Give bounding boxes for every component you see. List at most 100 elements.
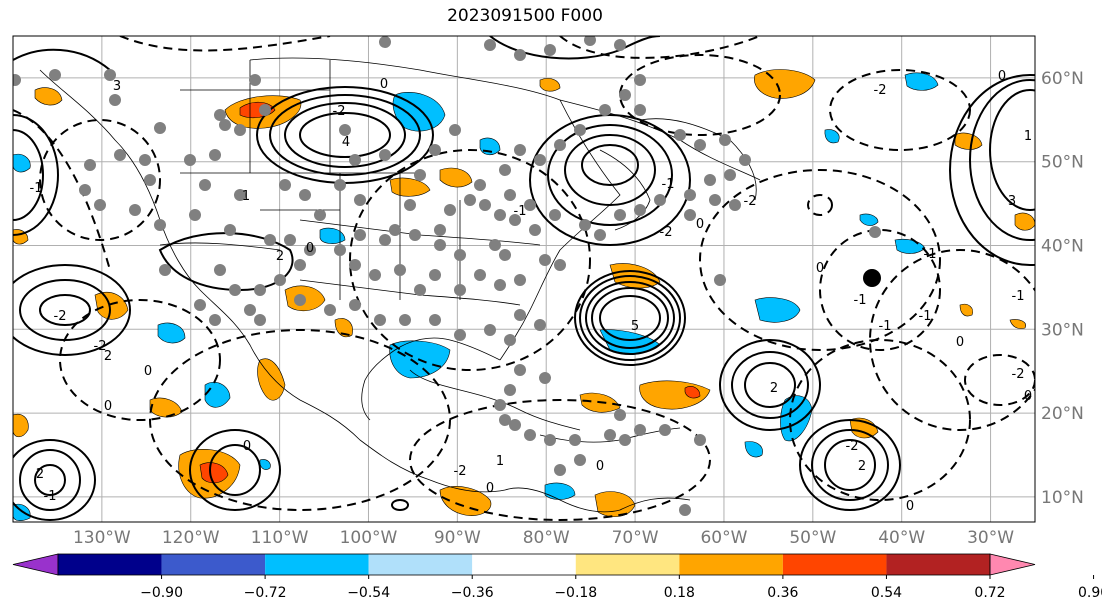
station-marker [414, 284, 426, 296]
station-marker [529, 224, 541, 236]
colorbar-segment [782, 554, 887, 575]
lon-tick-label: 110°W [251, 528, 309, 548]
contour-label: 1 [242, 189, 250, 204]
station-marker [709, 194, 721, 206]
station-marker [539, 372, 551, 384]
station-marker [434, 224, 446, 236]
lon-tick-label: 40°W [878, 528, 925, 548]
colorbar-tick-label: −0.54 [347, 585, 390, 601]
station-marker [514, 49, 526, 61]
station-marker [224, 224, 236, 236]
lon-tick-label: 80°W [523, 528, 570, 548]
station-marker [154, 219, 166, 231]
station-marker [184, 154, 196, 166]
colorbar-tick-labels: −0.90 −0.72 −0.54 −0.36 −0.18 0.18 0.36 0.54 0.7… [140, 575, 1102, 601]
map-title: 2023091500 F000 [447, 6, 603, 26]
station-marker [724, 169, 736, 181]
station-marker [139, 154, 151, 166]
contour-label: -2 [1012, 367, 1025, 382]
station-marker [549, 209, 561, 221]
station-marker [499, 164, 511, 176]
station-marker [109, 94, 121, 106]
contour-label: 2 [276, 249, 284, 264]
station-marker [719, 134, 731, 146]
contour-label: 0 [596, 459, 604, 474]
station-marker [614, 409, 626, 421]
colorbar [12, 553, 1036, 576]
station-marker [729, 199, 741, 211]
station-marker [429, 269, 441, 281]
station-marker [444, 204, 456, 216]
station-marker [569, 434, 581, 446]
station-marker [414, 169, 426, 181]
station-marker [199, 179, 211, 191]
contour-label: -2 [454, 464, 467, 479]
lon-tick-label: 120°W [162, 528, 220, 548]
station-marker [79, 184, 91, 196]
station-marker [449, 124, 461, 136]
station-marker [594, 229, 606, 241]
station-marker [634, 204, 646, 216]
station-marker [104, 69, 116, 81]
station-marker [524, 429, 536, 441]
contour-label: 2 [858, 459, 866, 474]
station-marker [379, 234, 391, 246]
station-marker [574, 454, 586, 466]
contour-label: 1 [496, 454, 504, 469]
station-marker [354, 229, 366, 241]
lon-tick-label: 30°W [967, 528, 1014, 548]
colorbar-tick-label: 0.54 [871, 585, 902, 601]
station-marker [509, 419, 521, 431]
station-marker [504, 334, 516, 346]
contour-label: 4 [342, 135, 350, 150]
station-marker [284, 234, 296, 246]
station-marker [334, 179, 346, 191]
station-marker [619, 434, 631, 446]
station-marker [244, 304, 256, 316]
lon-tick-label: 90°W [434, 528, 481, 548]
contour-label: 2 [36, 467, 44, 482]
colorbar-segment [161, 554, 266, 575]
station-marker [614, 39, 626, 51]
station-marker [869, 226, 881, 238]
colorbar-tick-label: −0.36 [451, 585, 494, 601]
colorbar-extend-high [989, 553, 1036, 576]
station-marker [254, 314, 266, 326]
station-marker [409, 229, 421, 241]
contour-label: -1 [879, 319, 892, 334]
station-marker [479, 199, 491, 211]
contour-label: 0 [956, 335, 964, 350]
colorbar-segment [575, 554, 680, 575]
contour-label: -2 [846, 439, 859, 454]
station-marker [349, 259, 361, 271]
station-marker [474, 269, 486, 281]
contour-label: 3 [113, 79, 121, 94]
contour-label: -2 [874, 83, 887, 98]
station-marker [334, 244, 346, 256]
station-marker [554, 139, 566, 151]
contour-label: -1 [1012, 289, 1025, 304]
contour-lines [13, 36, 1035, 521]
contour-label: -1 [44, 489, 57, 504]
station-marker [494, 399, 506, 411]
colorbar-tick-label: 0.90 [1078, 585, 1102, 601]
highlight-marker [863, 269, 881, 287]
station-marker [429, 314, 441, 326]
station-marker [84, 159, 96, 171]
station-marker [694, 139, 706, 151]
station-marker [379, 36, 391, 48]
lat-tick-label: 60°N [1041, 69, 1084, 89]
station-marker [454, 249, 466, 261]
station-marker [599, 104, 611, 116]
station-marker [484, 39, 496, 51]
station-marker [614, 209, 626, 221]
contour-label: 0 [998, 69, 1006, 84]
colorbar-extend-low [12, 553, 59, 576]
colorbar-segment [472, 554, 576, 575]
station-marker [524, 199, 536, 211]
map-content: 3 0-241-10220-2-2-150-1-2-102-2301-1-200-… [13, 36, 1035, 522]
station-marker [259, 104, 271, 116]
station-marker [534, 154, 546, 166]
lon-tick-label: 100°W [340, 528, 398, 548]
station-marker [214, 109, 226, 121]
